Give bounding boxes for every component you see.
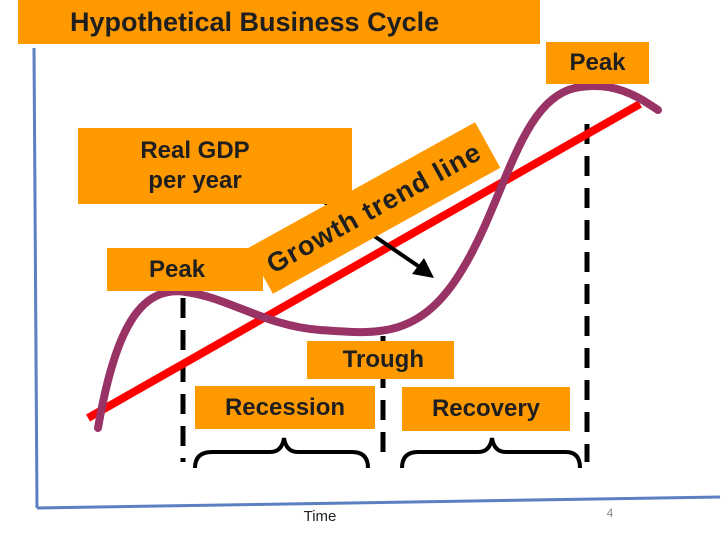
gdp-arrow-head bbox=[412, 258, 434, 278]
x-axis-label: Time bbox=[303, 508, 337, 525]
gdp-label-line1: Real GDP bbox=[140, 137, 250, 164]
real-gdp-label: Real GDP per year bbox=[78, 128, 352, 204]
recovery-brace bbox=[400, 437, 582, 469]
recovery-text: Recovery bbox=[431, 395, 541, 422]
business-cycle-curve bbox=[94, 82, 662, 432]
slide-number: 4 bbox=[606, 506, 614, 520]
page-title: Hypothetical Business Cycle bbox=[70, 6, 440, 37]
trough-label: Trough bbox=[307, 341, 454, 379]
peak-right-text: Peak bbox=[569, 49, 626, 76]
growth-trend-line bbox=[86, 100, 642, 422]
recession-brace bbox=[193, 437, 370, 469]
recession-label: Recession bbox=[195, 386, 375, 429]
peak-right-label: Peak bbox=[546, 42, 649, 84]
gdp-label-line2: per year bbox=[148, 167, 242, 194]
y-axis bbox=[32, 47, 39, 509]
title-box: Hypothetical Business Cycle bbox=[18, 0, 540, 44]
peak-left-label: Peak bbox=[107, 248, 263, 291]
x-axis bbox=[36, 495, 721, 510]
recovery-label: Recovery bbox=[402, 387, 570, 431]
peak-left-text: Peak bbox=[149, 255, 206, 283]
trough-text: Trough bbox=[342, 346, 424, 373]
recession-text: Recession bbox=[224, 393, 346, 421]
